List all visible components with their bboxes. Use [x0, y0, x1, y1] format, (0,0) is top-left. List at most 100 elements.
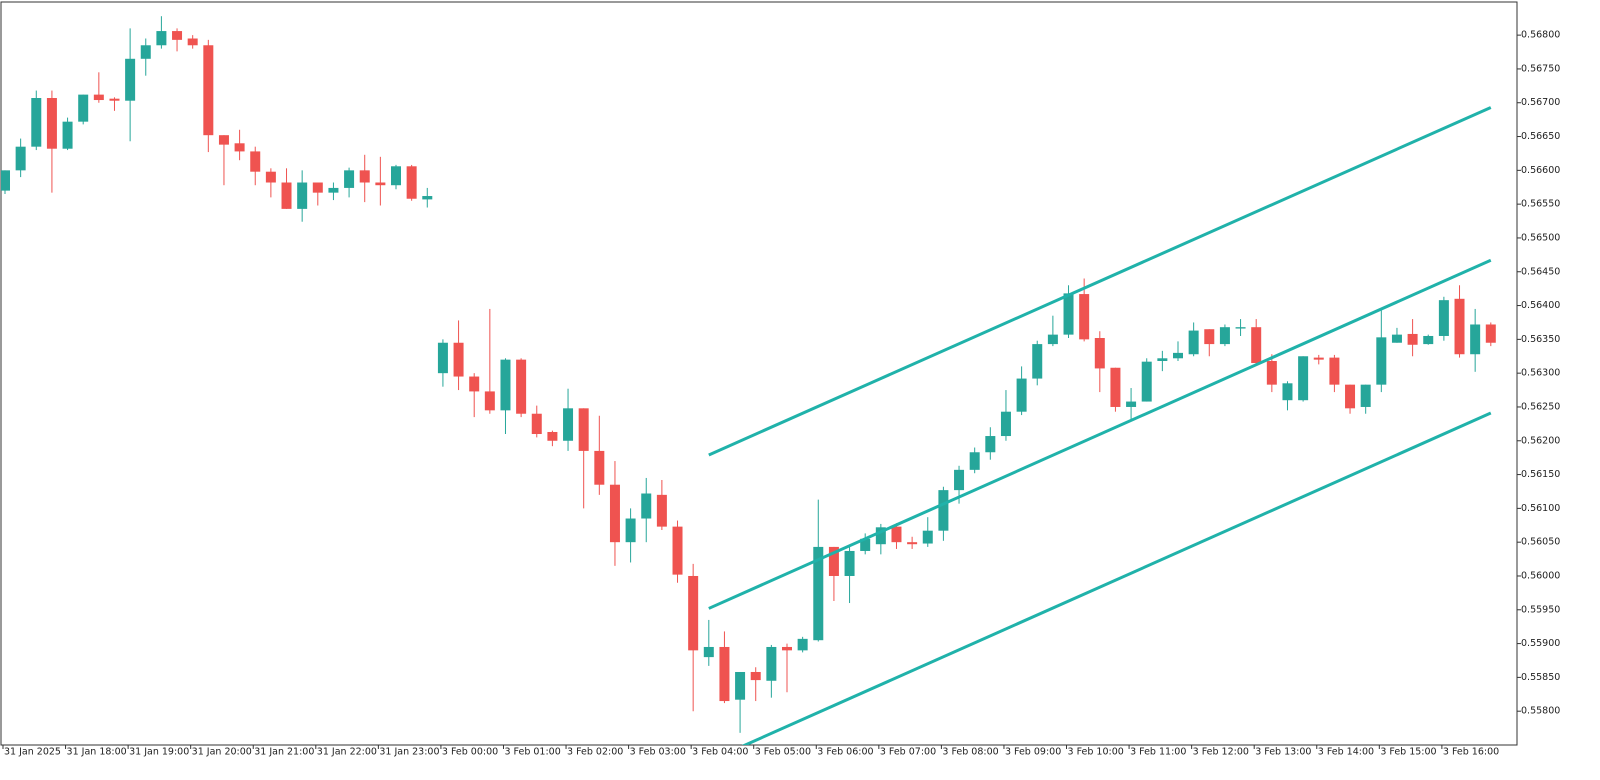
candle-body: [703, 646, 714, 658]
candle-body: [1000, 411, 1011, 437]
candle-body: [265, 171, 276, 183]
y-tick-label: 0.55900: [1521, 638, 1560, 649]
x-tick-label: 31 Jan 21:00: [254, 747, 314, 758]
y-tick-label: 0.56200: [1521, 435, 1560, 446]
candle-body: [1251, 327, 1262, 364]
candle-body: [797, 638, 808, 651]
candle-body: [469, 376, 480, 392]
x-tick-label: 3 Feb 08:00: [942, 747, 998, 758]
y-tick-label: 0.56350: [1521, 334, 1560, 345]
y-tick-label: 0.56250: [1521, 401, 1560, 412]
candle-body: [93, 94, 104, 101]
candle-body: [1298, 356, 1309, 401]
candle-body: [1, 170, 10, 191]
y-tick-label: 0.56700: [1521, 97, 1560, 108]
candle-body: [250, 151, 261, 172]
candle-body: [344, 170, 355, 188]
x-tick-label: 3 Feb 11:00: [1130, 747, 1186, 758]
candle-body: [391, 166, 401, 186]
candle-body: [641, 493, 652, 519]
candle-body: [46, 98, 57, 149]
candle-body: [1485, 324, 1496, 343]
candle-body: [1407, 333, 1418, 345]
candle-body: [1282, 383, 1293, 401]
y-tick-label: 0.56600: [1521, 165, 1560, 176]
x-tick-label: 3 Feb 09:00: [1005, 747, 1061, 758]
candle-body: [1470, 324, 1481, 355]
x-tick-label: 31 Jan 18:00: [67, 747, 127, 758]
candle-body: [1235, 327, 1246, 329]
y-tick-label: 0.56000: [1521, 570, 1560, 581]
y-tick-label: 0.56300: [1521, 368, 1560, 379]
candle-body: [1391, 334, 1402, 343]
candle-body: [547, 431, 558, 441]
candle-body: [954, 469, 965, 491]
candle-body: [985, 436, 996, 453]
candle-body: [156, 31, 167, 46]
candle-body: [15, 146, 26, 171]
y-tick-label: 0.56750: [1521, 63, 1560, 74]
candle-body: [1016, 378, 1027, 412]
x-tick-label: 3 Feb 04:00: [692, 747, 748, 758]
y-tick-label: 0.56550: [1521, 199, 1560, 210]
candle-body: [1313, 357, 1324, 360]
candle-body: [563, 408, 574, 441]
y-tick-label: 0.56500: [1521, 232, 1560, 243]
candle-body: [328, 187, 339, 193]
candle-body: [828, 546, 839, 576]
candle-body: [1157, 358, 1168, 361]
candle-body: [891, 526, 902, 543]
candle-body: [688, 575, 699, 651]
candle-body: [140, 45, 151, 59]
x-tick-label: 3 Feb 07:00: [880, 747, 936, 758]
x-tick-label: 3 Feb 02:00: [567, 747, 623, 758]
candle-body: [1438, 300, 1449, 336]
x-tick-label: 3 Feb 00:00: [442, 747, 498, 758]
candle-body: [609, 484, 620, 543]
x-tick-label: 3 Feb 16:00: [1443, 747, 1499, 758]
candle-body: [375, 182, 386, 186]
candle-body: [1204, 329, 1215, 345]
candle-body: [1376, 337, 1387, 385]
x-tick-label: 3 Feb 14:00: [1318, 747, 1374, 758]
candle-body: [1063, 293, 1074, 335]
candle-body: [1266, 360, 1277, 385]
candle-body: [922, 530, 933, 544]
candle-body: [1329, 357, 1340, 385]
candle-body: [719, 646, 730, 702]
x-tick-label: 3 Feb 13:00: [1255, 747, 1311, 758]
candle-body: [406, 166, 417, 199]
candle-body: [844, 550, 855, 576]
y-tick-label: 0.55800: [1521, 706, 1560, 717]
y-tick-label: 0.55850: [1521, 672, 1560, 683]
candle-body: [1188, 330, 1199, 355]
candle-body: [109, 98, 120, 101]
candle-body: [860, 538, 871, 551]
candle-body: [1110, 367, 1121, 407]
y-tick-label: 0.56100: [1521, 503, 1560, 514]
candle-body: [1141, 361, 1152, 402]
candle-body: [969, 452, 980, 470]
candle-body: [1173, 352, 1183, 359]
x-tick-label: 3 Feb 06:00: [817, 747, 873, 758]
x-tick-label: 3 Feb 03:00: [630, 747, 686, 758]
x-tick-label: 31 Jan 2025: [4, 747, 61, 758]
candle-body: [281, 182, 292, 209]
x-tick-label: 31 Jan 20:00: [192, 747, 252, 758]
candle-body: [656, 494, 667, 527]
y-tick-label: 0.56400: [1521, 300, 1560, 311]
candle-body: [297, 182, 308, 209]
candle-body: [766, 646, 777, 681]
candle-body: [672, 526, 683, 575]
candle-body: [1360, 384, 1371, 407]
candle-body: [625, 518, 636, 543]
candle-body: [735, 671, 746, 700]
candle-body: [1454, 298, 1465, 355]
candle-body: [1047, 334, 1058, 345]
candle-body: [1345, 384, 1356, 409]
candle-body: [218, 135, 229, 145]
candle-body: [234, 143, 245, 152]
channel-line: [741, 411, 1492, 745]
candle-body: [750, 671, 761, 681]
y-tick-label: 0.56450: [1521, 266, 1560, 277]
